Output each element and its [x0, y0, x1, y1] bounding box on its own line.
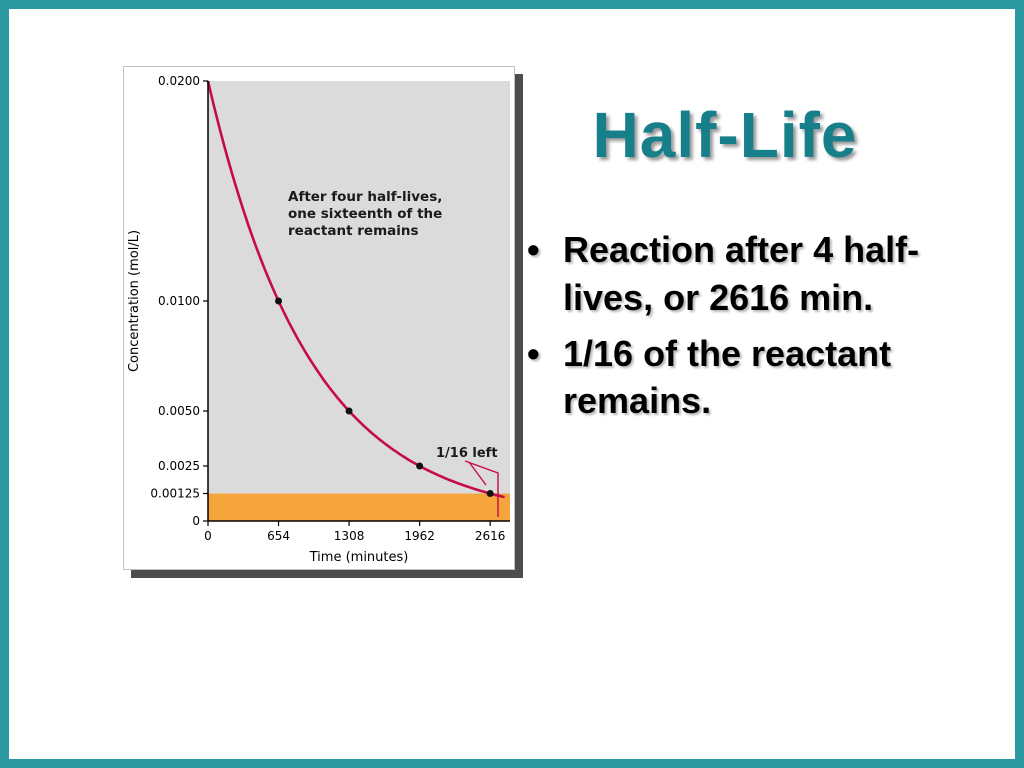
slide-content: Half-Life • Reaction after 4 half-lives,…	[527, 97, 923, 433]
y-tick-label: 0.0025	[158, 459, 200, 473]
list-item: • 1/16 of the reactant remains.	[527, 330, 923, 426]
x-tick-label: 2616	[475, 529, 506, 543]
bullet-list: • Reaction after 4 half-lives, or 2616 m…	[527, 226, 923, 426]
x-axis-title: Time (minutes)	[309, 550, 409, 565]
x-tick-label: 0	[204, 529, 212, 543]
data-point	[345, 407, 353, 415]
x-tick-label: 1962	[404, 529, 435, 543]
endpoint-label: 1/16 left	[436, 446, 498, 461]
plot-area	[208, 81, 510, 521]
highlight-band	[208, 493, 510, 521]
list-item: • Reaction after 4 half-lives, or 2616 m…	[527, 226, 923, 322]
bullet-text: Reaction after 4 half-lives, or 2616 min…	[563, 228, 920, 318]
bullet-text: 1/16 of the reactant remains.	[563, 332, 892, 422]
y-axis-title: Concentration (mol/L)	[127, 230, 142, 372]
annotation-text: reactant remains	[288, 223, 419, 239]
data-point	[486, 490, 494, 497]
y-tick-label: 0.00125	[150, 487, 200, 501]
data-point	[275, 297, 283, 305]
decay-chart-figure: 0.0200 0.0100 0.0050 0.0025 0.00125 0 0 654 1308…	[123, 66, 515, 570]
y-tick-label: 0.0200	[158, 74, 200, 88]
y-tick-label: 0	[192, 514, 200, 528]
bullet-icon: •	[527, 228, 540, 270]
y-tick-label: 0.0100	[158, 294, 200, 308]
decay-curve	[206, 80, 505, 499]
decay-chart: 0.0200 0.0100 0.0050 0.0025 0.00125 00 654 1308…	[127, 74, 510, 565]
callout-line	[464, 460, 499, 517]
y-tick-label: 0.0050	[158, 404, 200, 418]
bullet-icon: •	[527, 332, 540, 374]
page-title: Half-Life	[592, 99, 858, 171]
x-tick-label: 1308	[334, 529, 365, 543]
data-point	[416, 462, 424, 470]
callout-arrow	[468, 461, 487, 486]
x-tick-label: 654	[267, 529, 290, 543]
annotation-text: one sixteenth of the	[288, 206, 442, 222]
annotation-text: After four half-lives,	[288, 189, 442, 205]
